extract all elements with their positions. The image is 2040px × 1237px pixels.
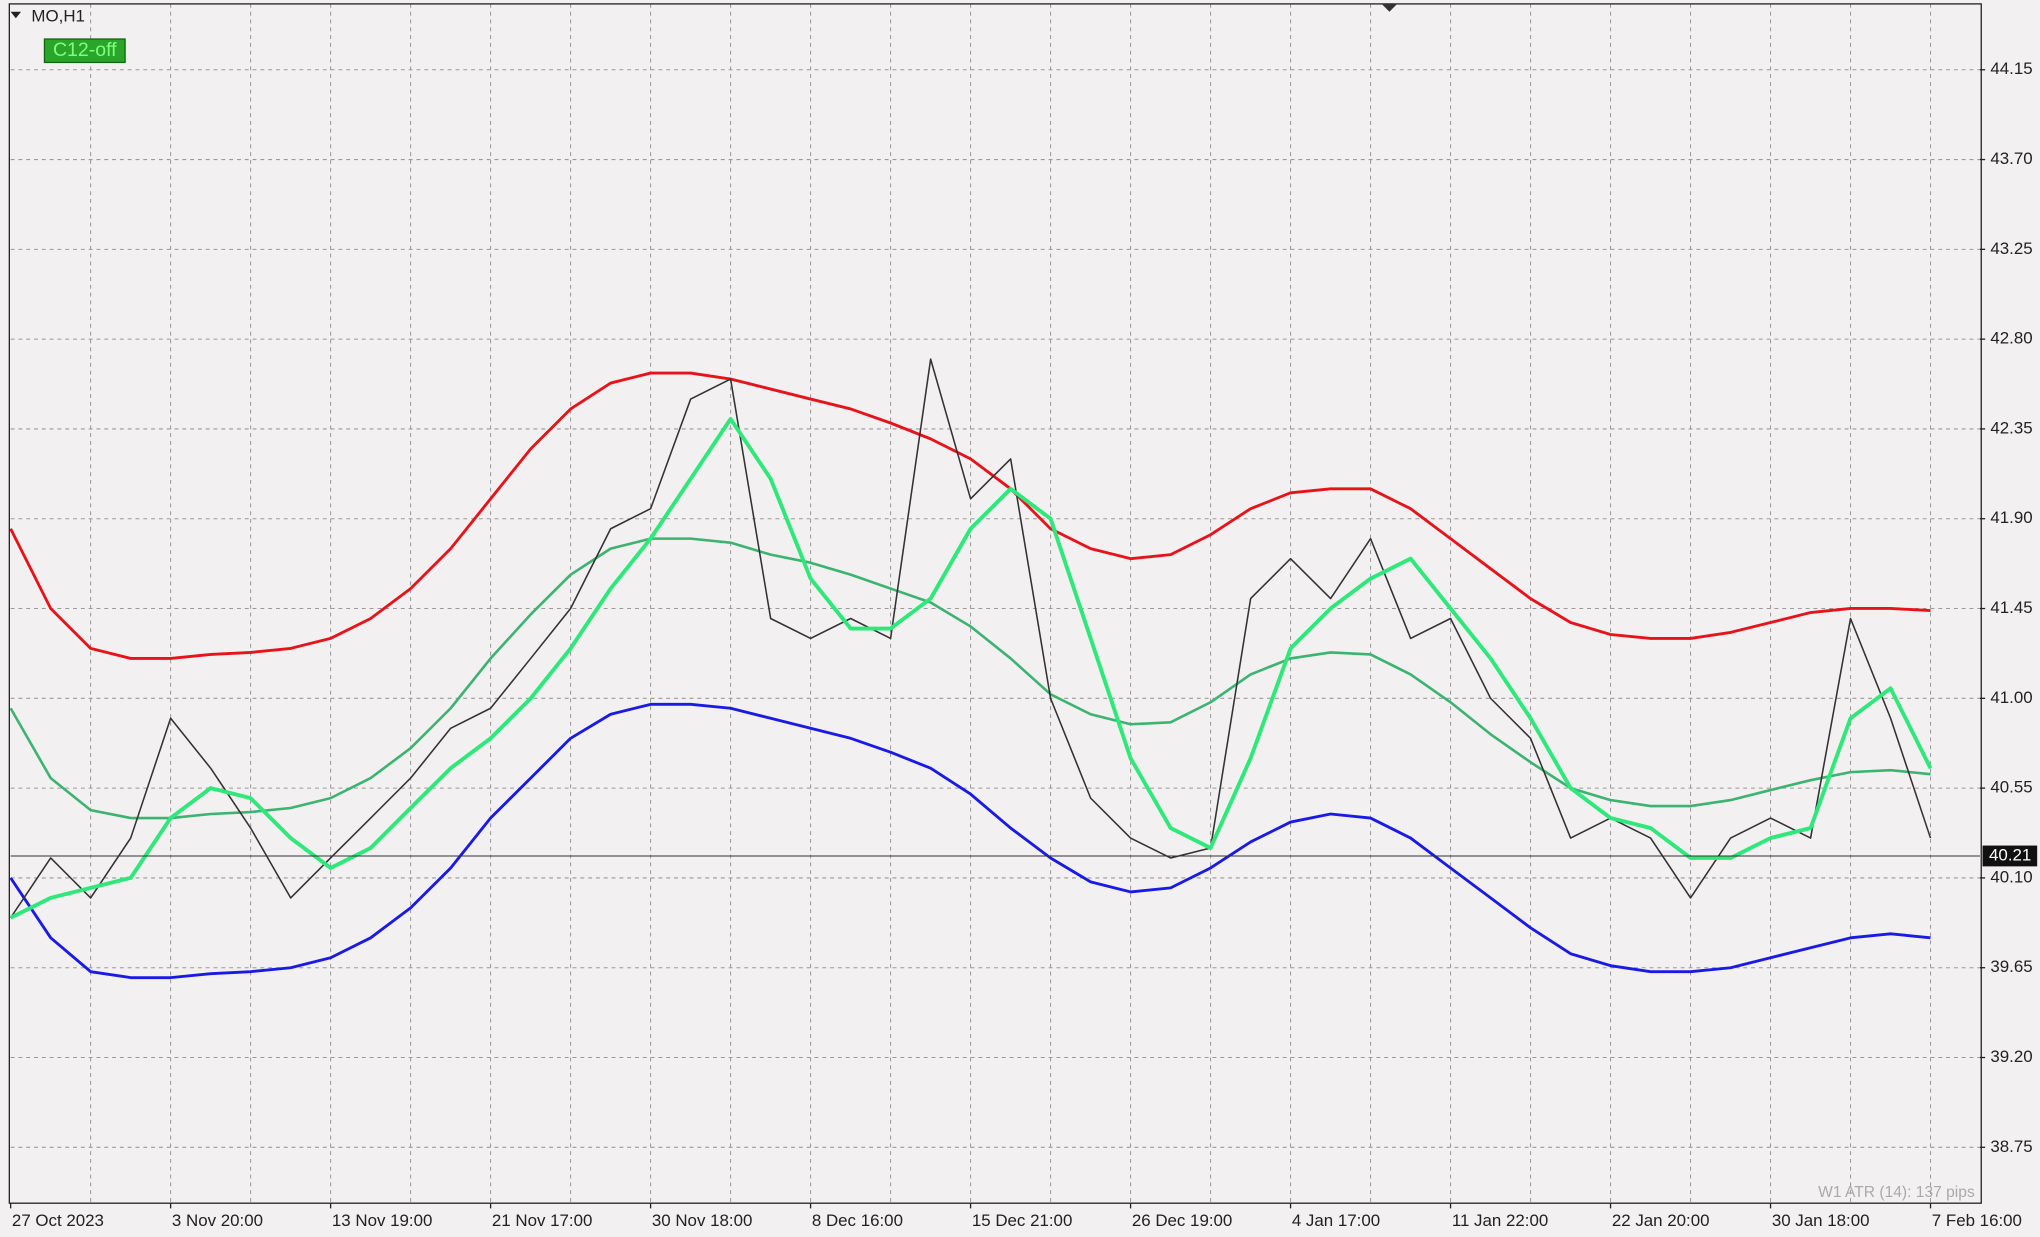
series-line [9, 371, 1931, 660]
y-tick-label: 41.45 [1990, 598, 2032, 617]
menu-arrow[interactable] [10, 11, 22, 19]
symbol-label: MO,H1 [31, 6, 85, 25]
y-tick-label: 43.25 [1990, 239, 2032, 258]
y-tick-label: 41.00 [1990, 688, 2032, 707]
y-tick-label: 39.20 [1990, 1047, 2032, 1066]
series-line [9, 537, 1931, 820]
x-tick-label: 3 Nov 20:00 [172, 1211, 263, 1230]
y-tick-label: 39.65 [1990, 957, 2032, 976]
x-tick-label: 15 Dec 21:00 [972, 1211, 1072, 1230]
x-tick-label: 27 Oct 2023 [12, 1211, 104, 1230]
x-tick-label: 30 Nov 18:00 [652, 1211, 752, 1230]
series-line [9, 702, 1931, 980]
shift-marker [1381, 3, 1398, 12]
x-tick-label: 11 Jan 22:00 [1452, 1211, 1548, 1230]
y-tick-label: 42.35 [1990, 418, 2032, 437]
x-tick-label: 26 Dec 19:00 [1132, 1211, 1232, 1230]
atr-footer: W1 ATR (14): 137 pips [1818, 1184, 1975, 1201]
indicator-badge[interactable] [43, 38, 126, 64]
y-tick-label: 40.10 [1990, 867, 2032, 886]
last-price-label: 40.21 [1989, 845, 2031, 864]
last-price-box [1982, 845, 2038, 867]
x-tick-label: 30 Jan 18:00 [1772, 1211, 1870, 1230]
indicator-label: C12-off [53, 39, 117, 61]
x-tick-label: 13 Nov 19:00 [332, 1211, 432, 1230]
y-tick-label: 38.75 [1990, 1137, 2032, 1156]
x-tick-label: 4 Jan 17:00 [1292, 1211, 1380, 1230]
x-tick-label: 21 Nov 17:00 [492, 1211, 592, 1230]
plot-frame [8, 3, 1982, 1204]
series-line [9, 417, 1933, 920]
y-tick-label: 40.55 [1990, 778, 2032, 797]
x-tick-label: 7 Feb 16:00 [1932, 1211, 2022, 1230]
y-tick-label: 42.80 [1990, 329, 2032, 348]
y-tick-label: 43.70 [1990, 149, 2032, 168]
x-tick-label: 22 Jan 20:00 [1612, 1211, 1710, 1230]
y-tick-label: 41.90 [1990, 508, 2032, 527]
x-tick-label: 8 Dec 16:00 [812, 1211, 903, 1230]
y-tick-label: 44.15 [1990, 59, 2032, 78]
